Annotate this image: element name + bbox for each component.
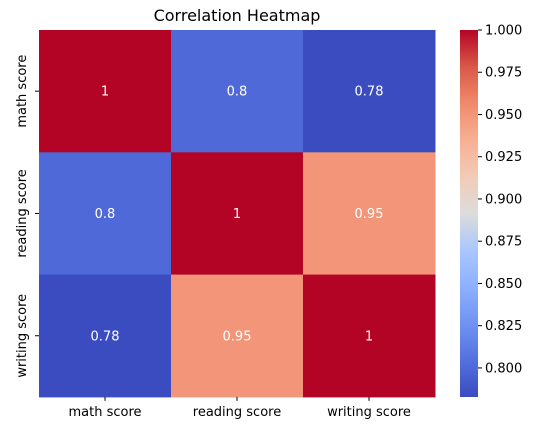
colorbar-tick-label: 0.800 <box>485 361 522 376</box>
colorbar-ticks: 0.800 0.825 0.850 0.875 0.900 0.925 0.950 0.975… <box>478 24 522 376</box>
cell-value-label: 0.95 <box>355 207 384 222</box>
colorbar <box>460 30 478 397</box>
heatmap-cell <box>39 152 172 276</box>
y-tick-label: writing score <box>15 294 30 378</box>
x-axis: math score reading score writing score <box>68 396 411 420</box>
y-tick-label: reading score <box>15 169 30 257</box>
y-tick-label: math score <box>15 55 30 128</box>
colorbar-tick-label: 0.900 <box>485 192 522 207</box>
heatmap-cell <box>171 152 304 276</box>
heatmap-cell <box>171 30 304 153</box>
cell-value-label: 0.78 <box>355 85 384 100</box>
colorbar-tick-label: 0.975 <box>485 66 522 81</box>
heatmap-cell <box>303 274 436 398</box>
x-tick-label: math score <box>68 405 141 420</box>
cell-value-label: 0.8 <box>95 207 116 222</box>
colorbar-tick-label: 1.000 <box>485 24 522 39</box>
heatmap-cells <box>39 30 436 398</box>
colorbar-tick-label: 0.825 <box>485 319 522 334</box>
colorbar-tick-label: 0.850 <box>485 277 522 292</box>
cell-value-label: 0.78 <box>91 329 120 344</box>
x-tick-label: reading score <box>193 405 281 420</box>
cell-value-label: 1 <box>233 207 241 222</box>
cell-value-label: 0.8 <box>227 85 248 100</box>
heatmap-cell <box>39 274 172 398</box>
x-tick-label: writing score <box>327 405 411 420</box>
colorbar-tick-label: 0.875 <box>485 235 522 250</box>
heatmap-cell <box>171 274 304 398</box>
cell-value-label: 1 <box>101 85 109 100</box>
chart-title: Correlation Heatmap <box>154 6 321 25</box>
cell-value-label: 1 <box>365 329 373 344</box>
heatmap-cell <box>303 30 436 153</box>
heatmap-cell <box>303 152 436 276</box>
heatmap-cell <box>39 30 172 153</box>
y-axis: math score reading score writing score <box>15 55 39 378</box>
colorbar-tick-label: 0.950 <box>485 108 522 123</box>
heatmap-cell-labels: 1 0.8 0.78 0.8 1 0.95 0.78 0.95 1 <box>91 85 384 345</box>
cell-value-label: 0.95 <box>223 329 252 344</box>
colorbar-tick-label: 0.925 <box>485 150 522 165</box>
